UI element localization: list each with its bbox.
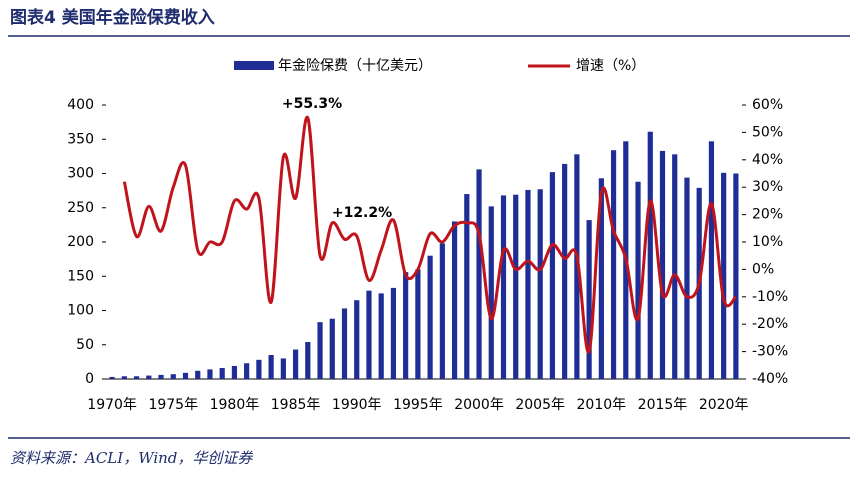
y-tick-label: 150	[67, 268, 94, 284]
bar	[537, 189, 543, 379]
bar	[341, 308, 348, 379]
bar	[109, 376, 115, 379]
bar	[586, 220, 592, 379]
bar	[170, 374, 176, 379]
bar	[574, 154, 580, 379]
y2-tick-label: 10%	[752, 234, 783, 250]
y2-tick-label: 30%	[752, 179, 783, 195]
x-tick-label: 1975年	[148, 397, 198, 413]
y2-tick-label: 20%	[752, 207, 783, 223]
bar	[121, 376, 127, 379]
bar	[647, 131, 653, 379]
page-title: 图表4 美国年金险保费收入	[10, 7, 215, 28]
bar	[354, 300, 360, 379]
x-tick-label: 1970年	[87, 397, 137, 413]
y2-tick-label: 0%	[752, 261, 774, 277]
bar	[280, 358, 286, 379]
y2-tick-label: -30%	[752, 344, 788, 360]
bar	[464, 194, 470, 379]
legend-swatch	[234, 61, 274, 70]
bar	[158, 374, 164, 379]
y2-tick-label: -20%	[752, 316, 788, 332]
bar	[146, 375, 152, 379]
bar	[562, 163, 568, 379]
bar	[256, 359, 262, 379]
x-tick-label: 2005年	[515, 397, 565, 413]
bar	[672, 154, 678, 379]
bar	[427, 255, 433, 379]
y-tick-label: 250	[67, 200, 94, 216]
bar	[231, 365, 238, 379]
x-tick-label: 1990年	[332, 397, 382, 413]
bar	[721, 172, 727, 379]
bar	[598, 178, 604, 379]
legend-label: 年金险保费（十亿美元）	[278, 58, 432, 74]
bar	[451, 221, 458, 379]
y-tick-label: 350	[67, 131, 94, 147]
bar	[219, 368, 225, 379]
x-tick-label: 2020年	[699, 397, 749, 413]
bar	[635, 181, 641, 379]
bar	[207, 369, 213, 379]
bar	[500, 195, 507, 379]
annotation: +12.2%	[332, 205, 392, 221]
y-tick-label: 0	[85, 371, 94, 387]
bar	[525, 189, 531, 379]
y-tick-label: 200	[67, 234, 94, 250]
bar	[133, 376, 140, 379]
bar	[195, 370, 201, 379]
bar	[684, 177, 690, 379]
bar	[659, 150, 666, 379]
bar	[182, 372, 189, 379]
growth-line	[122, 115, 737, 354]
x-tick-label: 2010年	[577, 397, 627, 413]
bar	[292, 349, 299, 379]
bar	[390, 287, 397, 379]
y2-tick-label: -40%	[752, 371, 788, 387]
y2-tick-label: 40%	[752, 152, 783, 168]
legend-label: 增速（%）	[576, 58, 645, 74]
source: 资料来源：ACLI，Wind，华创证券	[10, 449, 253, 467]
y-tick-label: 400	[67, 97, 94, 113]
bar	[305, 342, 311, 379]
y-tick-label: 50	[76, 337, 94, 353]
bar	[378, 293, 384, 379]
bar	[488, 206, 494, 379]
bar	[403, 272, 409, 379]
x-tick-label: 2015年	[638, 397, 688, 413]
bar	[549, 172, 556, 379]
y2-tick-label: -10%	[752, 289, 788, 305]
bar	[366, 290, 372, 379]
x-tick-label: 2000年	[454, 397, 504, 413]
bar	[733, 173, 739, 379]
x-tick-label: 1985年	[271, 397, 321, 413]
bar	[415, 269, 421, 379]
bar	[329, 318, 335, 379]
annotation: +55.3%	[282, 96, 342, 112]
y-tick-label: 100	[67, 303, 94, 319]
bar	[439, 243, 445, 379]
bar	[708, 141, 715, 379]
y2-tick-label: 50%	[752, 124, 783, 140]
y2-tick-label: 60%	[752, 97, 783, 113]
bar	[610, 150, 617, 379]
y-tick-label: 300	[67, 166, 94, 182]
x-tick-label: 1995年	[393, 397, 443, 413]
x-tick-label: 1980年	[210, 397, 260, 413]
bar	[317, 322, 323, 379]
bar	[513, 194, 519, 379]
bar	[244, 363, 250, 379]
bar	[476, 169, 482, 379]
bar	[268, 355, 274, 379]
